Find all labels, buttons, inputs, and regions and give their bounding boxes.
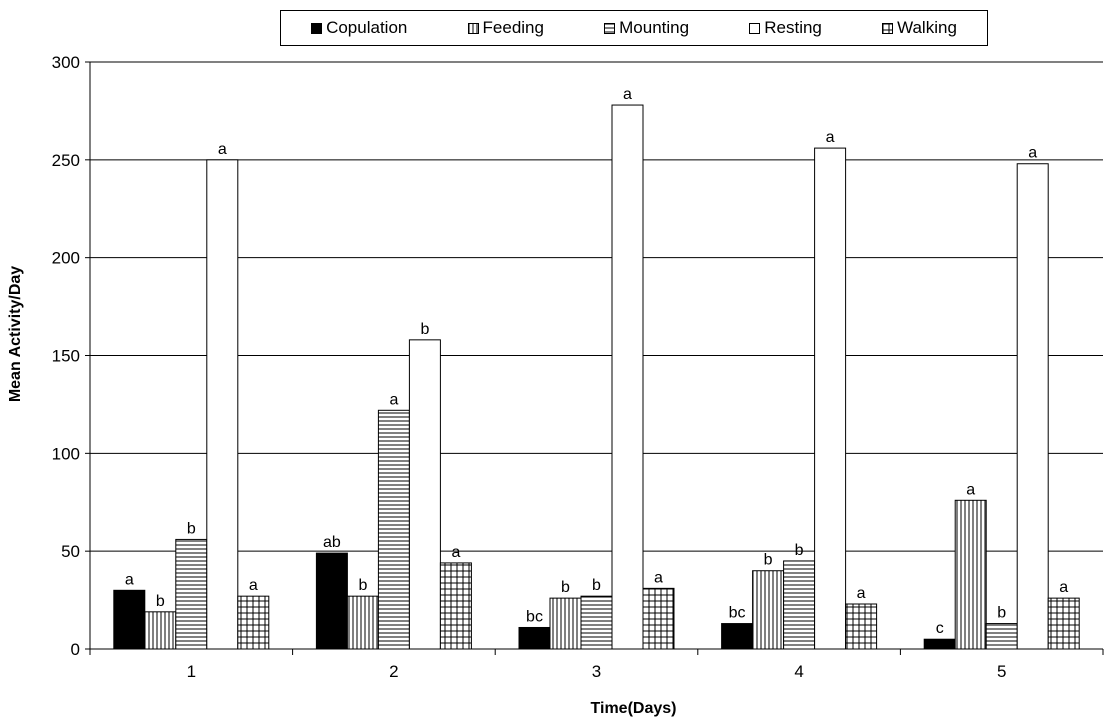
x-tick-label: 3 (592, 662, 601, 681)
bar-resting (206, 159, 239, 650)
bar-walking (845, 603, 878, 650)
legend-label: Feeding (482, 18, 544, 37)
bar-mounting (985, 623, 1018, 650)
bar-mounting (783, 560, 816, 650)
bar-walking (642, 587, 675, 650)
bar-letter-label: a (249, 577, 258, 594)
x-tick-label: 5 (997, 662, 1006, 681)
bar-feeding (346, 595, 379, 650)
bar-mounting (580, 595, 613, 650)
bar-letter-label: c (936, 620, 944, 637)
bar-copulation (315, 552, 348, 650)
bar-letter-label: a (125, 571, 134, 588)
y-tick-label: 100 (52, 444, 80, 463)
bar-letter-label: bc (729, 605, 746, 622)
bar-resting (1016, 163, 1049, 650)
bar-letter-label: a (389, 391, 398, 408)
legend-label: Walking (897, 18, 957, 37)
bar-resting (611, 104, 644, 650)
bar-letter-label: ab (323, 534, 341, 551)
legend-item-copulation: Copulation (311, 18, 407, 38)
bar-letter-label: b (592, 577, 601, 594)
bar-copulation (518, 626, 551, 650)
x-tick-label: 1 (187, 662, 196, 681)
x-tick-label: 2 (389, 662, 398, 681)
bar-feeding (549, 597, 582, 650)
bar-copulation (721, 623, 754, 650)
bar-letter-label: a (623, 86, 632, 103)
legend-swatch-copulation (311, 22, 323, 34)
bar-feeding (144, 611, 177, 650)
legend-swatch-feeding (467, 22, 479, 34)
bar-letter-label: b (561, 579, 570, 596)
y-tick-label: 250 (52, 151, 80, 170)
legend-item-resting: Resting (749, 18, 822, 38)
legend-label: Copulation (326, 18, 408, 37)
legend-label: Resting (764, 18, 822, 37)
legend-label: Mounting (619, 18, 690, 37)
bar-letter-label: a (1028, 145, 1037, 162)
y-tick-label: 50 (61, 542, 80, 561)
bar-letter-label: a (826, 129, 835, 146)
bar-resting (408, 339, 441, 650)
legend-swatch-walking (882, 22, 894, 34)
bar-feeding (752, 570, 785, 650)
legend-item-mounting: Mounting (604, 18, 689, 38)
bar-walking (439, 562, 472, 650)
bar-letter-label: b (187, 520, 196, 537)
bar-letter-label: a (218, 141, 227, 158)
legend-item-feeding: Feeding (467, 18, 544, 38)
bar-feeding (954, 499, 987, 650)
bar-walking (237, 595, 270, 650)
bar-letter-label: a (966, 481, 975, 498)
bar-mounting (377, 409, 410, 650)
bar-letter-label: b (795, 542, 804, 559)
bar-letter-label: a (451, 544, 460, 561)
y-tick-label: 150 (52, 347, 80, 366)
bar-walking (1047, 597, 1080, 650)
bar-resting (814, 147, 847, 650)
y-tick-label: 0 (71, 640, 80, 659)
bar-letter-label: b (358, 577, 367, 594)
bar-letter-label: bc (526, 608, 543, 625)
y-tick-label: 200 (52, 249, 80, 268)
bar-letter-label: a (1059, 579, 1068, 596)
bar-letter-label: a (654, 569, 663, 586)
legend-swatch-mounting (604, 22, 616, 34)
bar-letter-label: b (156, 593, 165, 610)
chart-legend: Copulation Feeding Mounting Resting Walking (280, 10, 988, 46)
legend-item-walking: Walking (882, 18, 957, 38)
y-tick-label: 300 (52, 53, 80, 72)
bar-letter-label: b (420, 321, 429, 338)
bar-letter-label: b (764, 552, 773, 569)
bar-copulation (923, 638, 956, 650)
bar-letter-label: b (997, 605, 1006, 622)
x-axis-label: Time(Days) (590, 700, 677, 717)
bar-mounting (175, 538, 208, 650)
x-tick-label: 4 (794, 662, 803, 681)
bar-letter-label: a (857, 585, 866, 602)
y-axis-label: Mean Activity/Day (7, 265, 24, 403)
bar-copulation (113, 589, 146, 650)
legend-swatch-resting (749, 22, 761, 34)
